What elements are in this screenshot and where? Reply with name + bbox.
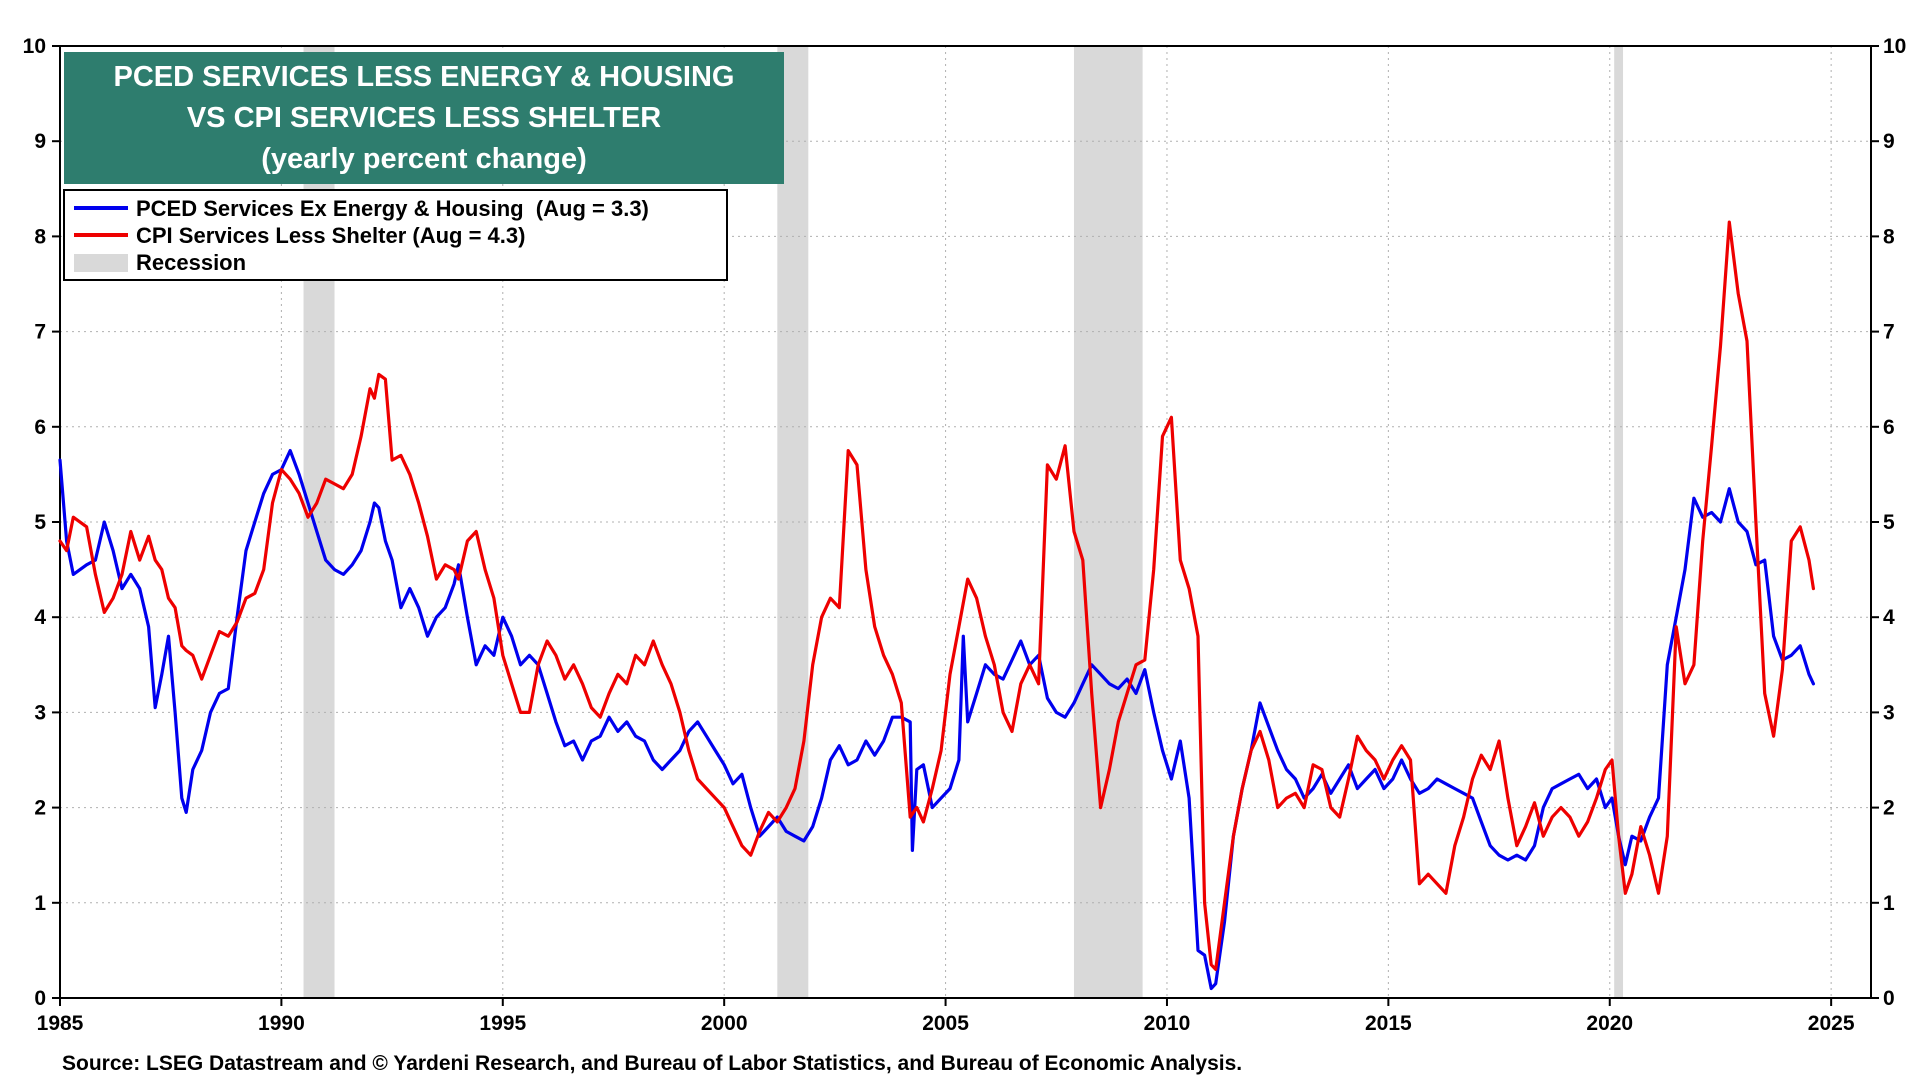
y-tick-label-left: 3 [34, 701, 46, 724]
series-line-cpi [58, 220, 1815, 971]
x-tick-label: 2000 [701, 1012, 748, 1035]
y-tick-label-left: 6 [34, 416, 46, 439]
y-tick-label-right: 1 [1883, 892, 1895, 915]
y-tick-label-right: 2 [1883, 797, 1895, 820]
legend-label-pced: PCED Services Ex Energy & Housing (Aug =… [136, 196, 649, 221]
x-tick-label: 2025 [1808, 1012, 1855, 1035]
x-tick-label: 2015 [1365, 1012, 1412, 1035]
y-tick-label-left: 7 [34, 321, 46, 344]
title-box: PCED SERVICES LESS ENERGY & HOUSING VS C… [64, 52, 784, 184]
x-tick-label: 1995 [479, 1012, 526, 1035]
legend-label-cpi: CPI Services Less Shelter (Aug = 4.3) [136, 223, 525, 248]
x-tick-label: 1985 [37, 1012, 84, 1035]
y-tick-label-left: 10 [23, 35, 46, 58]
chart-title-line-3: (yearly percent change) [261, 143, 587, 175]
source-note: Source: LSEG Datastream and © Yardeni Re… [62, 1052, 1242, 1075]
y-tick-label-right: 6 [1883, 416, 1895, 439]
y-tick-label-right: 5 [1883, 511, 1895, 534]
y-tick-label-left: 9 [34, 130, 46, 153]
legend-swatch-recession [74, 254, 128, 272]
series-line-pced [58, 449, 1815, 991]
y-tick-label-right: 8 [1883, 225, 1895, 248]
y-tick-label-right: 4 [1883, 606, 1895, 629]
y-tick-label-left: 8 [34, 225, 46, 248]
x-tick-label: 2020 [1586, 1012, 1633, 1035]
y-tick-label-right: 7 [1883, 321, 1895, 344]
y-tick-label-right: 0 [1883, 987, 1895, 1010]
recession-bands [303, 46, 1624, 998]
y-tick-label-left: 4 [34, 606, 46, 629]
y-tick-label-left: 1 [34, 892, 46, 915]
chart-title-line-2: VS CPI SERVICES LESS SHELTER [187, 102, 661, 134]
legend-box [63, 189, 728, 281]
series-lines [58, 220, 1815, 991]
legend: PCED Services Ex Energy & Housing (Aug =… [63, 189, 728, 281]
y-tick-label-left: 5 [34, 511, 46, 534]
recession-band-2 [1073, 46, 1143, 998]
x-tick-label: 1990 [258, 1012, 305, 1035]
y-tick-label-right: 9 [1883, 130, 1895, 153]
y-tick-label-right: 3 [1883, 701, 1895, 724]
axis-ticks: 0 0 1 1 2 2 3 3 4 4 5 5 6 6 7 7 8 8 9 9 10 10 1985 1990 1995 2000… [23, 35, 1907, 1035]
title-background [64, 52, 784, 184]
x-tick-label: 2005 [922, 1012, 969, 1035]
recession-band-3 [1614, 46, 1624, 998]
x-tick-label: 2010 [1144, 1012, 1191, 1035]
y-tick-label-left: 0 [34, 987, 46, 1010]
y-tick-label-right: 10 [1883, 35, 1906, 58]
chart-title-line-1: PCED SERVICES LESS ENERGY & HOUSING [114, 61, 735, 93]
y-tick-label-left: 2 [34, 797, 46, 820]
legend-label-recession: Recession [136, 250, 246, 275]
